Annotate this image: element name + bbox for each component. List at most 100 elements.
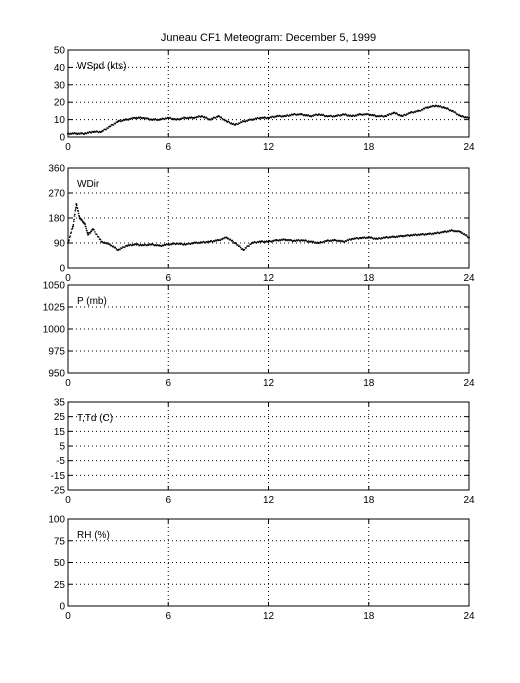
axes-box [67,49,470,138]
data-trace-dot [203,115,206,118]
x-tick-label: 6 [165,142,171,153]
data-trace-dot [197,242,199,245]
data-trace-dot [314,114,316,117]
data-trace-dot [103,241,106,244]
data-trace-dot [119,248,121,251]
data-trace-dot [427,107,429,109]
x-tick-label: 12 [263,495,275,506]
data-trace-dot [231,239,234,242]
data-trace-dot [90,230,93,233]
data-point [72,225,75,228]
data-trace-dot [238,245,241,247]
data-trace-dot [93,228,95,231]
data-trace-dot [105,128,107,131]
data-trace-dot [423,234,426,236]
data-trace-dot [193,117,196,120]
data-trace-dot [107,127,109,130]
data-trace-dot [406,113,409,116]
y-tick-label: 10 [54,115,66,126]
x-tick-label: 0 [65,273,71,284]
data-trace-dot [230,122,233,124]
data-trace-dot [345,240,348,242]
data-trace-dot [86,229,88,232]
data-trace-dot [189,243,192,246]
data-trace-dot [243,248,246,251]
data-trace-dot [432,233,435,235]
y-tick-label: 360 [48,164,65,175]
y-tick-label: 975 [48,347,65,358]
data-trace-dot [285,115,287,117]
data-trace-dot [294,240,297,242]
x-tick-label: 18 [363,378,375,389]
data-trace-dot [252,242,255,244]
y-tick-label: 50 [54,558,66,569]
data-trace-dot [77,210,80,212]
data-trace-dot [248,119,250,122]
data-trace-dot [419,110,422,112]
data-trace-dot [81,218,83,221]
data-point [108,243,111,246]
data-trace-dot [128,244,131,247]
data-trace-dot [332,239,335,242]
data-trace-dot [112,245,115,248]
data-trace-dot [146,244,148,247]
data-trace-dot [446,107,449,110]
data-trace-dot [244,120,247,123]
data-trace-dot [90,132,93,134]
x-tick-label: 18 [363,273,375,284]
data-trace-dot [213,240,216,243]
x-tick-label: 12 [263,273,275,284]
x-tick-label: 6 [165,378,171,389]
data-trace-dot [237,123,239,126]
data-trace-dot [310,115,312,118]
x-tick-label: 0 [65,611,71,622]
y-tick-label: 50 [54,46,66,57]
data-trace-dot [78,215,81,218]
data-trace-dot [71,227,74,229]
data-trace-dot [257,241,260,244]
data-trace-dot [438,232,441,235]
data-trace-dot [75,204,78,207]
y-tick-label: 5 [59,442,65,453]
data-trace-dot [232,240,235,243]
data-trace-dot [218,115,221,117]
x-tick-label: 24 [463,495,475,506]
data-trace-dot [412,112,415,114]
data-trace-dot [160,118,163,121]
data-trace-dot [281,239,284,241]
data-trace-dot [357,238,360,240]
data-trace-dot [72,220,75,222]
data-trace-dot [465,234,468,236]
data-trace-dot [205,116,208,119]
panel-1: 0 6 12 18 24 0 10 20 30 40 50 WSpd (kts) [54,46,475,154]
data-trace-dot [406,235,408,237]
x-tick-label: 12 [263,378,275,389]
x-tick-label: 24 [463,273,475,284]
data-trace-dot [70,231,73,233]
data-trace-dot [239,246,242,249]
y-tick-label: 75 [54,536,66,547]
data-trace-dot [126,245,129,247]
data-trace-dot [395,112,398,114]
data-trace-dot [444,106,447,109]
data-trace-dot [214,117,217,119]
data-trace-dot [420,233,423,236]
data-trace-dot [423,108,426,110]
data-trace-dot [272,240,274,243]
y-tick-label: 950 [48,369,65,380]
data-trace-dot [447,108,450,111]
y-tick-label: 100 [48,515,65,526]
data-trace-dot [288,115,290,117]
data-trace-dot [99,238,102,241]
data-trace-dot [270,116,273,119]
data-trace-dot [318,242,321,244]
y-tick-label: 15 [54,427,66,438]
data-trace-dot [411,234,414,237]
data-trace-dot [380,238,382,240]
data-trace-dot [201,115,204,118]
data-trace-dot [449,109,452,111]
x-tick-label: 24 [463,378,475,389]
data-trace-dot [396,113,399,115]
data-trace-dot [101,241,104,243]
data-trace-dot [87,132,90,134]
